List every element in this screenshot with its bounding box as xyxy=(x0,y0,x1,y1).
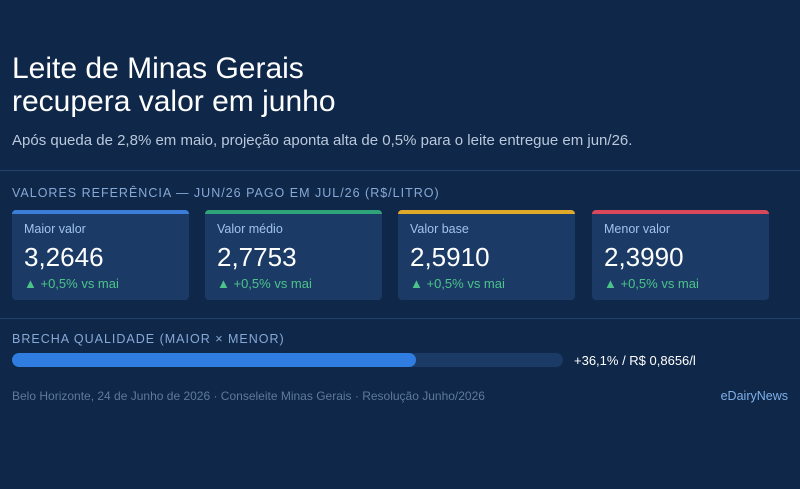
subtitle: Após queda de 2,8% em maio, projeção apo… xyxy=(12,132,633,149)
card-label: Maior valor xyxy=(24,222,86,236)
card-change: ▲ +0,5% vs mai xyxy=(24,276,119,291)
card-accent xyxy=(592,210,769,214)
card-label: Menor valor xyxy=(604,222,670,236)
card-label: Valor base xyxy=(410,222,469,236)
footer-source: Belo Horizonte, 24 de Junho de 2026 · Co… xyxy=(12,389,485,403)
gap-track xyxy=(12,353,563,367)
card-value: 2,5910 xyxy=(410,242,490,272)
section-label: BRECHA QUALIDADE (MAIOR × MENOR) xyxy=(12,332,285,346)
card-value: 2,7753 xyxy=(217,242,297,272)
card-change: ▲ +0,5% vs mai xyxy=(604,276,699,291)
card: Maior valor 3,2646 ▲ +0,5% vs mai xyxy=(12,210,189,300)
title-line: recupera valor em junho xyxy=(12,85,336,118)
gap-fill xyxy=(12,353,416,367)
title-line: Leite de Minas Gerais xyxy=(12,52,304,85)
gap-text: +36,1% / R$ 0,8656/l xyxy=(574,353,696,368)
card: Valor base 2,5910 ▲ +0,5% vs mai xyxy=(398,210,575,300)
card-accent xyxy=(12,210,189,214)
card-change: ▲ +0,5% vs mai xyxy=(410,276,505,291)
card-value: 3,2646 xyxy=(24,242,104,272)
divider xyxy=(0,318,800,319)
card-change: ▲ +0,5% vs mai xyxy=(217,276,312,291)
title: Leite de Minas Gerais recupera valor em … xyxy=(12,52,336,118)
card-value: 2,3990 xyxy=(604,242,684,272)
card-accent xyxy=(205,210,382,214)
divider xyxy=(0,170,800,171)
card: Valor médio 2,7753 ▲ +0,5% vs mai xyxy=(205,210,382,300)
card-accent xyxy=(398,210,575,214)
card: Menor valor 2,3990 ▲ +0,5% vs mai xyxy=(592,210,769,300)
card-label: Valor médio xyxy=(217,222,283,236)
section-label: VALORES REFERÊNCIA — JUN/26 PAGO EM JUL/… xyxy=(12,186,440,200)
footer-brand: eDairyNews xyxy=(720,389,788,403)
